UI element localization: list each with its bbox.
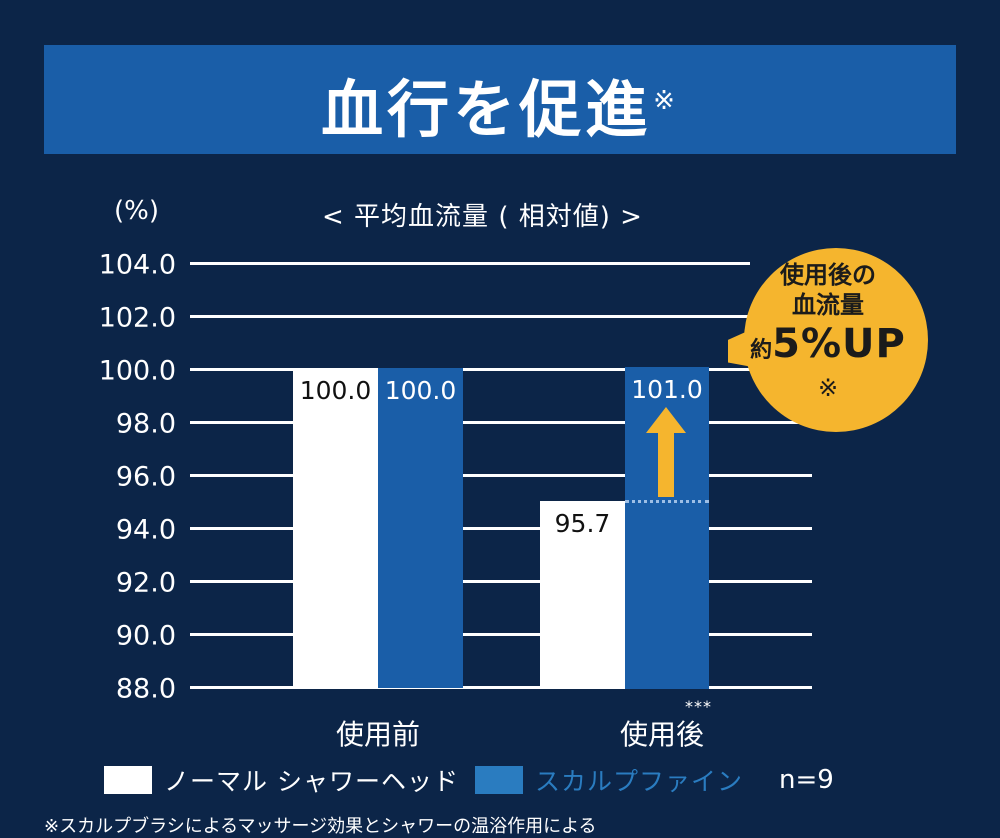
callout-bubble [728,248,928,432]
legend: ノーマル シャワーヘッド スカルプファイン n=9 [104,764,834,796]
bar-value: 95.7 [554,509,611,538]
x-label-after: 使用後 [620,718,705,751]
y-tick: 94.0 [115,514,176,546]
gridline [190,580,812,583]
bar-before-normal: 100.0 [293,368,378,688]
title-banner: 血行を促進※ [44,45,956,154]
callout-text: 使用後の 血流量 約5%UP ※ [728,260,928,401]
callout-line-2: 血流量 [792,291,864,319]
callout-footnote-mark: ※ [817,374,839,402]
banner-title: 血行を促進※ [321,59,679,149]
bar-after-normal: 95.7 [540,501,625,689]
y-tick: 104.0 [98,249,176,281]
footnote: ※スカルプブラシによるマッサージ効果とシャワーの温浴作用による [44,816,597,837]
baseline-dotted-line [625,500,709,503]
y-tick: 92.0 [115,567,176,599]
gridline [190,262,750,265]
y-tick: 88.0 [115,673,176,705]
sample-size: n=9 [778,765,834,795]
banner-footnote-mark: ※ [653,85,679,116]
legend-label-normal: ノーマル シャワーヘッド [164,767,459,796]
bar-before-scalp: 100.0 [378,368,463,688]
gridline [190,315,750,318]
y-tick: 96.0 [115,461,176,493]
y-tick: 90.0 [115,620,176,652]
banner-title-text: 血行を促進 [321,72,652,146]
significance-mark: *** [685,697,712,716]
callout-percent: 5%UP [772,321,906,367]
bar-value: 100.0 [299,376,372,405]
bar-value: 100.0 [384,376,457,405]
gridline [190,368,812,371]
callout-prefix: 約 [750,338,773,363]
bar-value: 101.0 [631,375,703,404]
x-label-before: 使用前 [336,718,421,751]
chart-title: < 平均血流量 ( 相対値) > [322,202,643,232]
legend-swatch-scalp [474,766,523,794]
gridline [190,686,812,689]
y-axis-unit: (%) [114,196,159,226]
callout-line-1: 使用後の [780,261,876,289]
y-tick: 100.0 [98,355,176,387]
callout-highlight: 約5%UP [728,320,928,375]
legend-label-scalp: スカルプファイン [534,767,743,796]
gridline [190,633,812,636]
y-tick: 98.0 [115,408,176,440]
gridline [190,527,812,530]
legend-swatch-normal [104,766,152,794]
up-arrow-icon [646,407,686,497]
gridline [190,421,812,424]
gridline [190,474,812,477]
y-tick: 102.0 [98,302,176,334]
